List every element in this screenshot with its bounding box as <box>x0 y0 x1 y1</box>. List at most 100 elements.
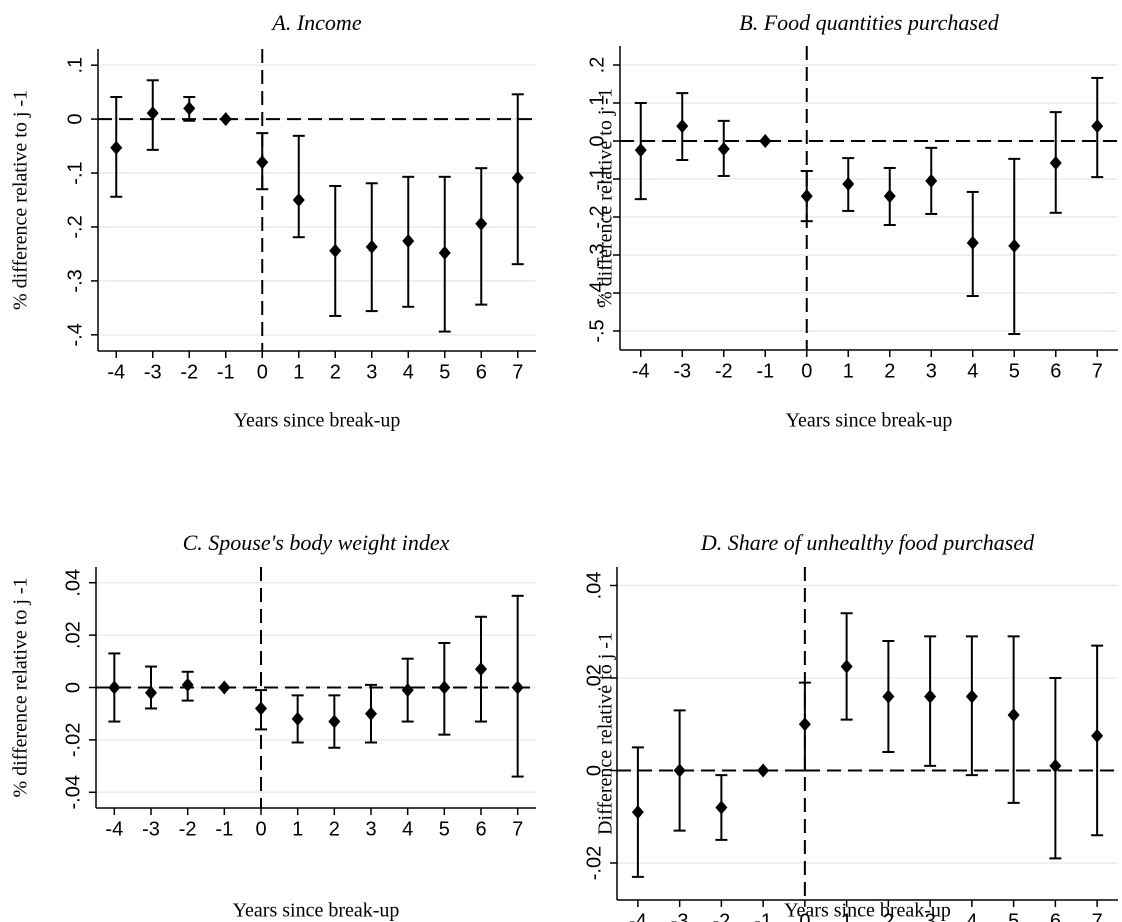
x-tick-label: -4 <box>632 360 650 382</box>
point <box>1091 728 1104 743</box>
x-tick-label: 7 <box>512 361 523 383</box>
x-tick-label: 6 <box>475 818 486 840</box>
x-tick-label: 1 <box>841 910 852 922</box>
point <box>256 155 269 170</box>
x-tick-label: 7 <box>1092 910 1103 922</box>
x-tick-label: 2 <box>884 360 895 382</box>
x-axis-label: Years since break-up <box>234 410 401 432</box>
x-tick-label: -3 <box>142 818 160 840</box>
point <box>401 683 414 698</box>
x-tick-label: -1 <box>215 818 233 840</box>
point <box>1049 758 1062 773</box>
y-tick-label: -.4 <box>64 323 86 346</box>
point <box>1008 238 1021 253</box>
y-tick-label: -.04 <box>62 775 84 809</box>
x-axis-label: Years since break-up <box>784 900 951 922</box>
x-tick-label: -2 <box>712 910 730 922</box>
point <box>673 763 686 778</box>
point <box>292 193 305 207</box>
point <box>438 245 451 260</box>
point <box>108 680 121 695</box>
point <box>757 763 770 778</box>
point <box>145 685 157 700</box>
chart-title: D. Share of unhealthy food purchased <box>700 530 1035 555</box>
x-tick-label: 4 <box>403 361 414 383</box>
point <box>965 689 978 704</box>
x-tick-label: -4 <box>107 361 125 383</box>
x-axis-label: Years since break-up <box>786 410 953 432</box>
point <box>218 680 231 695</box>
y-axis-label: % difference relative to j -1 <box>595 88 617 308</box>
point <box>146 106 159 121</box>
x-tick-label: 1 <box>843 360 854 382</box>
x-tick-label: 0 <box>257 361 268 383</box>
point <box>882 689 895 704</box>
point <box>365 706 377 721</box>
x-tick-label: -2 <box>180 361 198 383</box>
chart-title: A. Income <box>270 10 361 35</box>
y-tick-label: .1 <box>586 95 608 112</box>
point <box>511 170 524 185</box>
y-tick-label: -.1 <box>64 161 86 184</box>
point <box>717 141 730 156</box>
point <box>842 176 855 191</box>
point <box>800 189 813 204</box>
point <box>402 233 415 248</box>
x-tick-label: 2 <box>330 361 341 383</box>
point <box>1049 156 1062 171</box>
y-tick-label: -.3 <box>586 243 608 266</box>
point <box>925 173 938 188</box>
point <box>759 134 772 148</box>
y-tick-label: 0 <box>64 114 86 125</box>
x-tick-label: 0 <box>799 910 810 922</box>
x-tick-label: 7 <box>1092 360 1103 382</box>
x-tick-label: 2 <box>883 910 894 922</box>
x-tick-label: -1 <box>756 360 774 382</box>
point <box>924 689 937 704</box>
x-tick-label: 6 <box>1050 910 1061 922</box>
x-tick-label: 3 <box>925 910 936 922</box>
x-tick-label: -1 <box>754 910 772 922</box>
x-tick-label: -3 <box>144 361 162 383</box>
y-tick-label: -.2 <box>64 215 86 238</box>
y-tick-label: -.4 <box>586 281 608 304</box>
y-tick-label: .02 <box>62 621 84 649</box>
y-tick-label: 0 <box>62 682 84 693</box>
point <box>1007 708 1020 722</box>
x-tick-label: -3 <box>671 910 689 922</box>
x-tick-label: 5 <box>439 818 450 840</box>
x-tick-label: 5 <box>1009 360 1020 382</box>
point <box>219 112 232 127</box>
point <box>676 119 689 134</box>
point <box>329 243 342 258</box>
point <box>328 714 341 729</box>
x-tick-label: 3 <box>365 818 376 840</box>
y-tick-label: .04 <box>583 572 605 600</box>
x-tick-label: 7 <box>512 818 523 840</box>
x-tick-label: -3 <box>673 360 691 382</box>
point <box>798 717 811 732</box>
x-tick-label: 1 <box>293 361 304 383</box>
x-tick-label: 5 <box>1008 910 1019 922</box>
point <box>631 805 644 820</box>
x-tick-label: 3 <box>366 361 377 383</box>
x-tick-label: 2 <box>329 818 340 840</box>
y-axis-label: % difference relative to j -1 <box>10 577 32 797</box>
x-tick-label: 4 <box>402 818 413 840</box>
chart-title: B. Food quantities purchased <box>739 10 999 35</box>
x-tick-label: 3 <box>926 360 937 382</box>
x-tick-label: 1 <box>292 818 303 840</box>
y-tick-label: .1 <box>64 57 86 74</box>
chart-title: C. Spouse's body weight index <box>183 530 450 555</box>
x-tick-label: -4 <box>629 910 647 922</box>
point <box>181 677 194 692</box>
x-tick-label: 0 <box>801 360 812 382</box>
point <box>634 143 647 158</box>
x-tick-label: -1 <box>217 361 235 383</box>
point <box>255 701 267 716</box>
point <box>1091 119 1104 134</box>
y-tick-label: 0 <box>586 135 608 146</box>
x-tick-label: -4 <box>105 818 123 840</box>
point <box>715 800 728 815</box>
